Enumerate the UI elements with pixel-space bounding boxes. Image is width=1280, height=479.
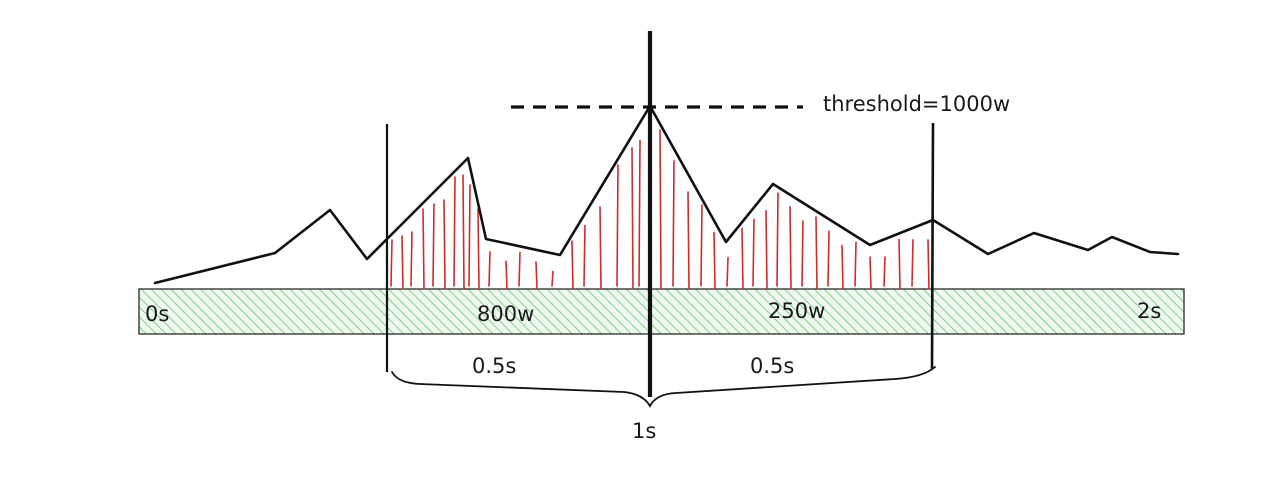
area-line <box>551 270 554 287</box>
area-line <box>505 260 508 290</box>
area-line <box>443 199 446 290</box>
area-line <box>631 147 634 290</box>
area-line <box>801 220 804 287</box>
area-line <box>462 174 465 290</box>
area-line <box>789 205 792 290</box>
area-line <box>488 251 491 287</box>
area-line <box>869 256 872 290</box>
area-line <box>599 205 602 290</box>
area-line <box>687 191 690 290</box>
area-line <box>776 192 779 287</box>
area-line <box>898 238 901 290</box>
area-line <box>672 160 675 287</box>
area-line <box>477 208 480 290</box>
area-line <box>883 256 886 287</box>
area-line <box>752 218 755 287</box>
area-line <box>741 227 744 290</box>
area-line <box>638 139 641 287</box>
total-span-label: 1s <box>632 419 656 443</box>
area-line <box>927 239 930 290</box>
area-line <box>616 164 619 287</box>
area-line <box>432 203 435 287</box>
area-line <box>726 256 729 287</box>
area-line <box>911 239 914 287</box>
threshold-label: threshold=1000w <box>823 92 1010 116</box>
left-span-label: 0.5s <box>472 354 516 378</box>
power-curve <box>153 104 1180 285</box>
area-line <box>518 251 521 287</box>
area-line <box>535 261 538 290</box>
area-line <box>841 244 844 290</box>
end-time-label: 2s <box>1137 299 1161 323</box>
area-line <box>453 176 456 287</box>
area-line <box>659 129 662 290</box>
right-span-label: 0.5s <box>750 354 794 378</box>
area-line <box>390 239 393 287</box>
timeline-strip <box>138 288 1185 335</box>
area-line <box>583 224 586 287</box>
area-line <box>713 231 716 290</box>
area-line <box>700 204 703 287</box>
area-line <box>410 231 413 287</box>
area-line <box>827 230 830 287</box>
area-line <box>468 184 471 287</box>
area-line <box>422 208 425 290</box>
area-line <box>854 241 857 287</box>
span-brace <box>391 366 936 408</box>
right-power-label: 250w <box>768 299 825 323</box>
area-line <box>815 216 818 290</box>
area-fill-lines <box>390 129 930 290</box>
area-line <box>765 209 768 290</box>
start-time-label: 0s <box>145 302 169 326</box>
left-power-label: 800w <box>477 302 534 326</box>
area-line <box>401 235 404 290</box>
area-line <box>571 240 574 290</box>
window-end-line <box>930 122 935 370</box>
